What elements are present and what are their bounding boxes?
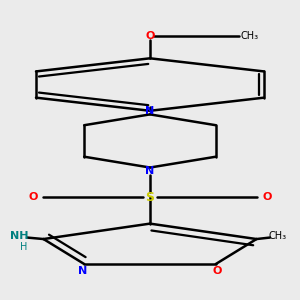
Text: O: O	[213, 266, 222, 277]
Text: H: H	[20, 242, 28, 251]
Text: S: S	[146, 191, 154, 204]
Text: NH: NH	[10, 231, 29, 241]
Text: O: O	[145, 31, 155, 41]
Text: O: O	[28, 192, 38, 203]
Text: CH₃: CH₃	[241, 31, 259, 41]
Text: N: N	[146, 166, 154, 176]
Text: N: N	[78, 266, 87, 277]
Text: O: O	[262, 192, 272, 203]
Text: CH₃: CH₃	[268, 231, 286, 241]
Text: N: N	[146, 106, 154, 116]
